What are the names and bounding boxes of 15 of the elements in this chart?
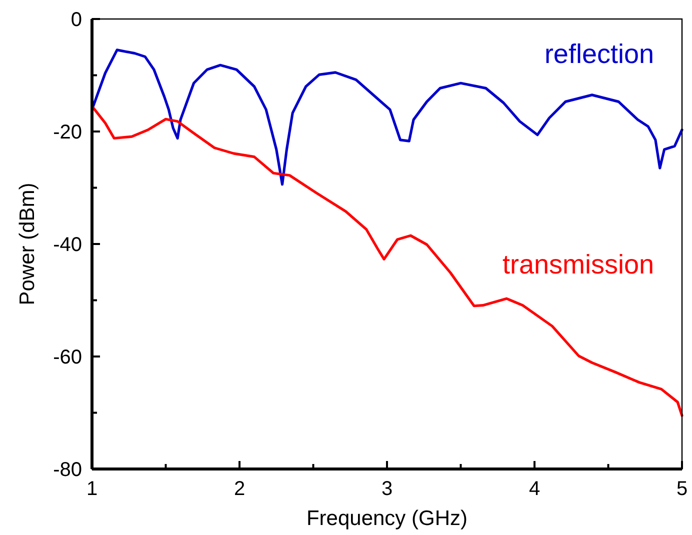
x-axis-title: Frequency (GHz) — [306, 507, 468, 530]
series-label: transmission — [502, 250, 654, 280]
x-tick-label: 4 — [528, 478, 540, 500]
x-tick-label: 3 — [381, 478, 393, 500]
y-axis-title: Power (dBm) — [16, 182, 39, 306]
y-tick-label: 0 — [70, 9, 82, 31]
line-series — [90, 104, 684, 417]
x-tick-label: 5 — [676, 478, 688, 500]
y-tick-label: -20 — [53, 122, 82, 144]
series-label: reflection — [544, 39, 654, 70]
y-tick-label: -60 — [53, 346, 82, 368]
x-tick-label: 2 — [234, 478, 246, 500]
x-tick-label: 1 — [86, 478, 98, 500]
y-tick-label: -40 — [53, 234, 82, 256]
y-tick-label: -80 — [53, 459, 82, 481]
